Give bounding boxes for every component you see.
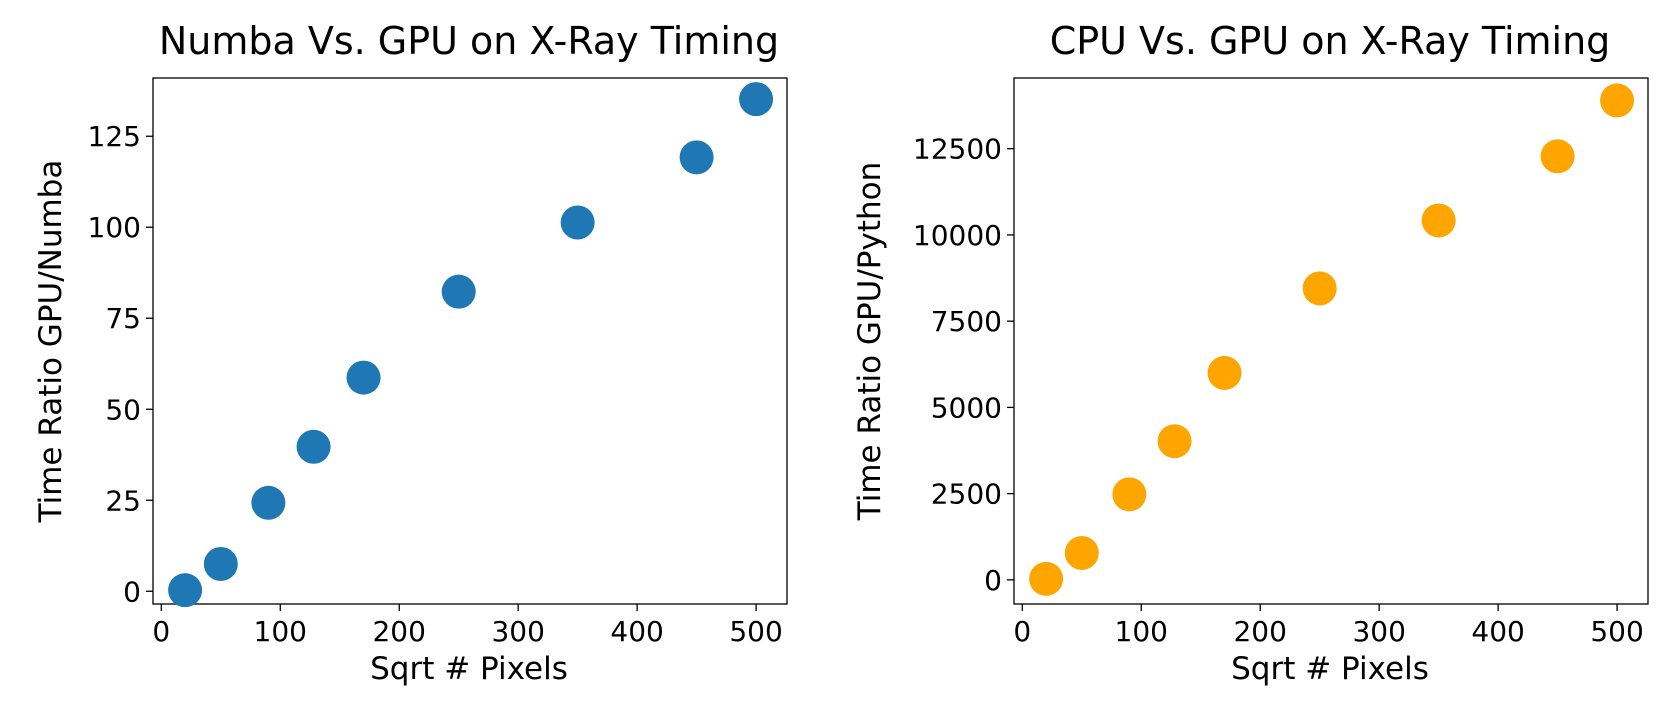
data-point — [441, 274, 476, 309]
data-point — [679, 140, 714, 175]
y-tick-label: 75 — [105, 302, 141, 335]
chart-title: CPU Vs. GPU on X-Ray Timing — [1050, 19, 1611, 63]
data-point — [1112, 477, 1147, 512]
x-tick-label: 0 — [1013, 615, 1031, 648]
data-point — [1207, 355, 1242, 390]
y-tick-label: 50 — [105, 393, 141, 426]
data-points — [1029, 83, 1635, 596]
x-tick-label: 200 — [372, 615, 425, 648]
y-tick-label: 7500 — [931, 305, 1002, 338]
y-tick-label: 10000 — [913, 219, 1002, 252]
data-point — [1421, 203, 1456, 238]
x-tick-label: 0 — [152, 615, 170, 648]
x-tick-label: 200 — [1233, 615, 1286, 648]
data-point — [168, 573, 203, 608]
data-point — [296, 429, 331, 464]
x-tick-label: 300 — [491, 615, 544, 648]
data-point — [1157, 424, 1192, 459]
x-axis-label: Sqrt # Pixels — [1231, 651, 1429, 687]
x-axis: 0 100 200 300 400 500 — [1013, 604, 1644, 648]
x-tick-label: 400 — [610, 615, 663, 648]
x-tick-label: 100 — [1115, 615, 1168, 648]
x-axis: 0 100 200 300 400 500 — [152, 604, 783, 648]
y-tick-label: 5000 — [931, 391, 1002, 424]
y-tick-label: 0 — [123, 575, 141, 608]
y-axis: 0 25 50 75 100 125 — [88, 120, 153, 608]
x-axis-label: Sqrt # Pixels — [370, 651, 568, 687]
x-tick-label: 500 — [729, 615, 782, 648]
y-tick-label: 125 — [88, 120, 141, 153]
plot-area — [1013, 77, 1649, 605]
x-tick-label: 100 — [254, 615, 307, 648]
data-point — [346, 360, 381, 395]
data-point — [739, 82, 774, 117]
plot-area — [152, 77, 788, 605]
y-tick-label: 2500 — [931, 478, 1002, 511]
y-tick-label: 25 — [105, 484, 141, 517]
data-point — [1064, 535, 1099, 570]
data-point — [560, 205, 595, 240]
x-tick-label: 500 — [1590, 615, 1643, 648]
data-point — [1302, 271, 1337, 306]
data-point — [251, 485, 286, 520]
data-points — [168, 82, 774, 608]
data-point — [1600, 83, 1635, 118]
data-point — [1540, 139, 1575, 174]
y-axis-label: Time Ratio GPU/Python — [852, 162, 888, 521]
y-axis: 0 2500 5000 7500 10000 12500 — [913, 133, 1014, 597]
x-tick-label: 400 — [1471, 615, 1524, 648]
y-tick-label: 0 — [984, 564, 1002, 597]
chart-cpu-vs-gpu: CPU Vs. GPU on X-Ray Timing 0 100 200 300 40… — [852, 19, 1649, 687]
chart-numba-vs-gpu: Numba Vs. GPU on X-Ray Timing 0 100 200 300… — [33, 19, 788, 687]
x-tick-label: 300 — [1352, 615, 1405, 648]
y-tick-label: 12500 — [913, 133, 1002, 166]
y-axis-label: Time Ratio GPU/Numba — [33, 160, 69, 524]
chart-title: Numba Vs. GPU on X-Ray Timing — [159, 19, 779, 63]
data-point — [1029, 561, 1064, 596]
data-point — [203, 546, 238, 581]
y-tick-label: 100 — [88, 211, 141, 244]
